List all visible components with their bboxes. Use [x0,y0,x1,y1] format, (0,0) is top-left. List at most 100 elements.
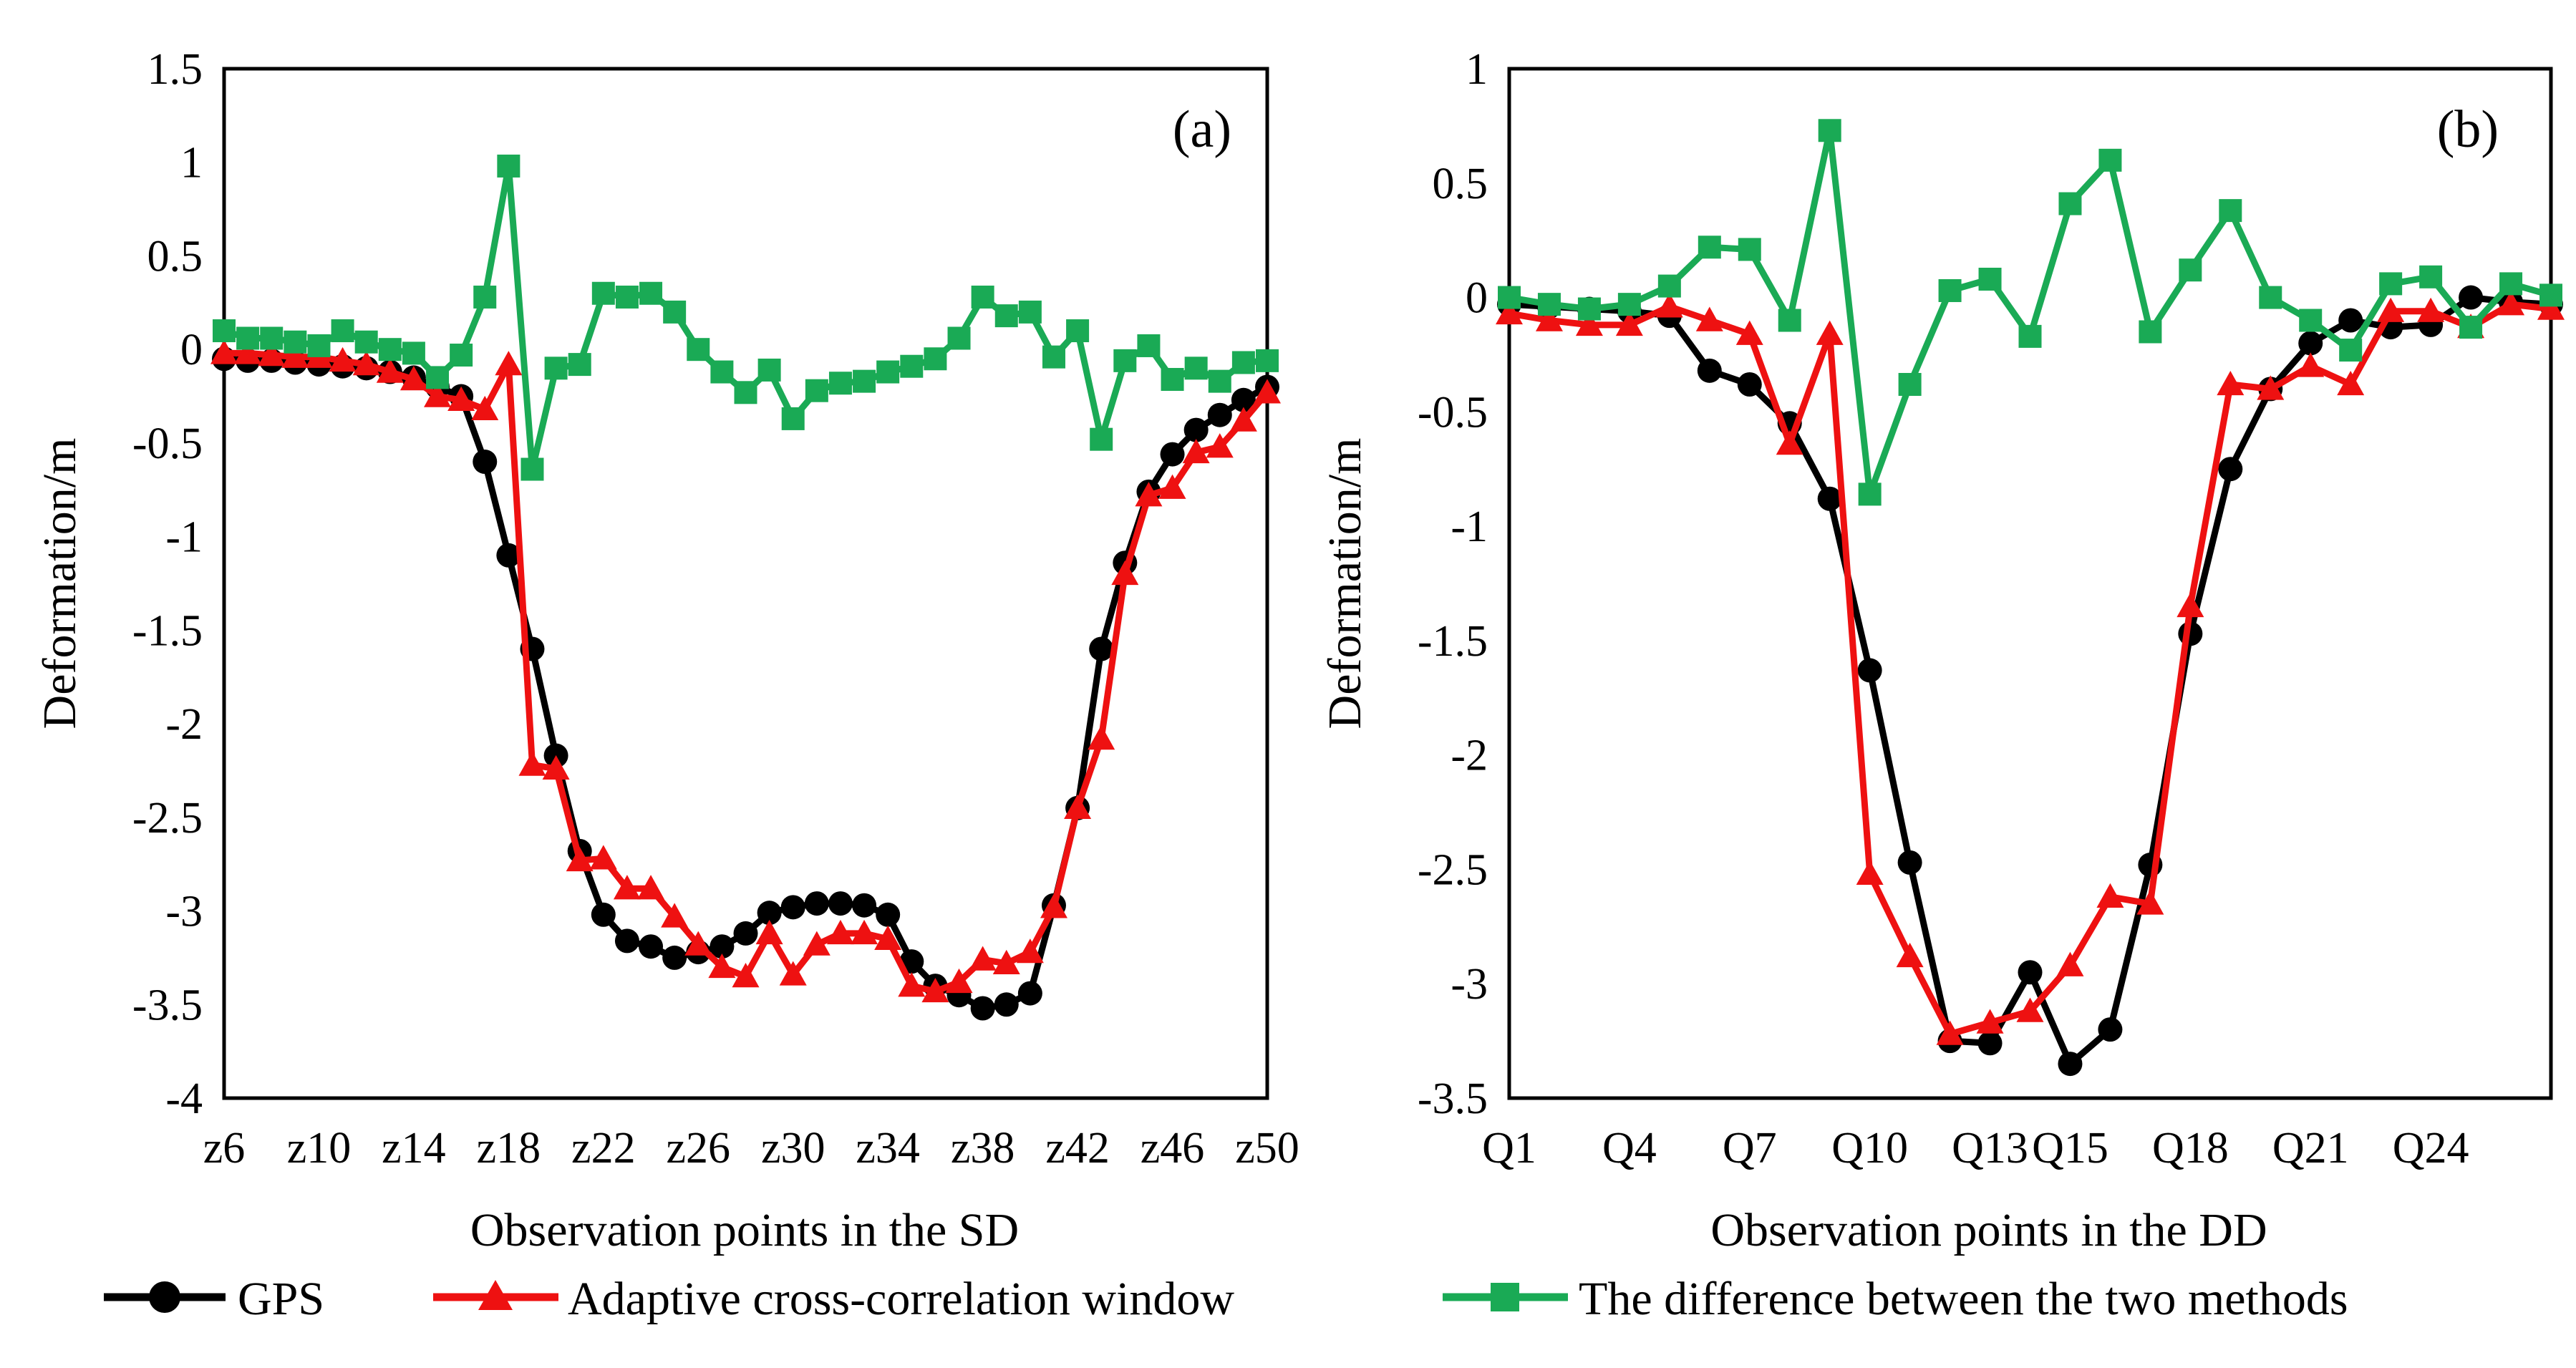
series-line-difference [223,162,1268,472]
data-point-difference [687,338,710,362]
data-point-adaptive [945,968,973,994]
data-point-difference [710,360,734,384]
y-tick-label: -2 [165,700,203,749]
data-point-difference [994,304,1018,328]
data-point-gps [614,928,639,954]
data-point-difference [1778,309,1801,332]
data-point-difference [1231,351,1255,374]
data-point-difference [1617,293,1641,316]
x-tick-label: Q4 [1602,1124,1657,1173]
data-point-gps [2298,331,2323,356]
data-point-difference [331,319,354,343]
y-tick-label: -1.5 [1418,617,1488,666]
data-point-difference [1938,278,1962,302]
data-point-difference [2459,316,2483,339]
data-point-adaptive [2056,951,2084,976]
y-tick-label: -2.5 [1418,845,1488,894]
legend-item-adaptive: Adaptive cross-correlation window [433,1273,1234,1325]
x-axis-title: Observation points in the DD [1710,1204,2267,1256]
data-point-gps [757,901,782,926]
data-point-difference [2139,320,2162,344]
data-point-difference [1208,369,1231,393]
data-point-difference [426,366,450,389]
y-tick-label: 0.5 [1433,160,1488,208]
data-point-difference [1537,293,1561,316]
legend-marker-adaptive [478,1280,513,1310]
data-point-adaptive [1735,320,1763,345]
data-point-adaptive [921,977,949,1003]
data-point-gps [2459,285,2484,310]
data-point-adaptive [589,845,617,870]
legend-item-gps: GPS [104,1273,324,1325]
x-tick-label: z50 [1235,1124,1299,1173]
data-point-difference [876,360,900,384]
data-point-difference [260,326,284,350]
panel-label: (a) [1173,100,1231,159]
legend-label-gps: GPS [238,1273,324,1325]
data-point-difference [924,347,947,371]
data-point-difference [805,379,828,402]
data-point-gps [473,450,498,475]
data-point-adaptive [1254,379,1281,404]
data-point-adaptive [234,339,262,364]
data-point-difference [2419,265,2443,288]
data-point-adaptive [1088,725,1115,750]
series-layer [1496,119,2565,1077]
data-point-gps [994,992,1019,1017]
data-point-adaptive [1695,306,1723,331]
data-point-adaptive [1182,438,1210,464]
data-point-adaptive [755,919,783,945]
data-point-adaptive [1776,430,1803,455]
y-tick-label: -0.5 [132,419,203,468]
x-tick-label: z46 [1141,1124,1205,1173]
data-point-adaptive [1135,482,1163,507]
data-point-gps [733,921,758,946]
data-point-adaptive [258,341,286,367]
data-point-difference [1256,349,1279,372]
data-point-adaptive [518,751,546,776]
data-point-adaptive [2096,883,2124,908]
x-tick-label: Q7 [1723,1124,1777,1173]
data-point-adaptive [732,963,760,988]
data-point-gps [876,902,901,927]
data-point-adaptive [210,339,238,364]
data-point-adaptive [661,903,689,928]
data-point-difference [1018,300,1042,324]
data-point-difference [1113,349,1137,372]
data-point-difference [2379,272,2403,296]
data-point-adaptive [851,919,878,945]
data-point-adaptive [613,875,641,900]
data-point-difference [473,285,497,309]
legend-label-difference: The difference between the two methods [1579,1273,2348,1325]
data-point-gps [1897,850,1922,875]
y-tick-label: -3 [1451,960,1488,1009]
data-point-difference [2219,199,2242,223]
data-point-gps [828,891,853,916]
y-tick-label: 0.5 [147,232,203,281]
legend: GPS Adaptive cross-correlation window Th… [104,1273,2348,1325]
data-point-adaptive [2377,297,2405,322]
data-point-adaptive [708,953,736,979]
y-tick-label: 1.5 [147,45,203,94]
data-point-difference [781,407,805,430]
data-point-adaptive [992,949,1020,974]
data-point-adaptive [352,351,380,376]
legend-marker-gps [149,1281,180,1313]
data-point-gps [1231,387,1256,412]
data-point-difference [1657,274,1681,298]
legend-label-adaptive: Adaptive cross-correlation window [568,1273,1234,1325]
x-tick-label: Q1 [1482,1124,1536,1173]
data-point-difference [568,353,591,377]
x-tick-labels: z6 z10 z14 z18 z22 z26 z30 z34 z38 z42 z46 z50 [203,1124,1299,1173]
data-point-difference [2259,286,2282,309]
data-point-difference [497,154,520,178]
data-point-gps [2058,1052,2083,1077]
data-point-difference [591,281,615,305]
data-point-adaptive [2016,997,2044,1022]
data-point-gps [1160,442,1185,467]
y-tick-labels: 1 0.5 0 -0.5 -1 -1.5 -2 -2.5 -3 -3.5 [1418,45,1488,1123]
data-point-difference [971,285,994,309]
data-point-adaptive [542,755,570,780]
data-point-adaptive [1976,1009,2004,1034]
